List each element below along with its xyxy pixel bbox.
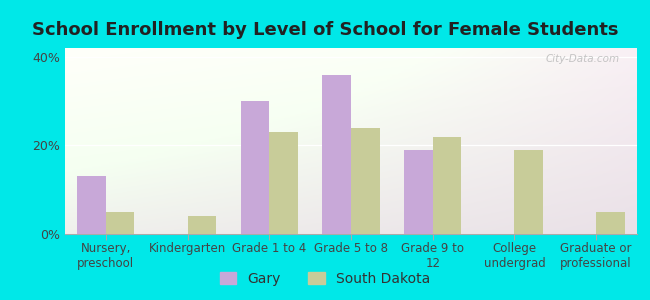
Bar: [188, 216, 216, 234]
Bar: [514, 150, 543, 234]
Bar: [433, 136, 462, 234]
Bar: [269, 132, 298, 234]
Text: School Enrollment by Level of School for Female Students: School Enrollment by Level of School for…: [32, 21, 618, 39]
Legend: Gary, South Dakota: Gary, South Dakota: [215, 268, 435, 290]
Text: City-Data.com: City-Data.com: [546, 54, 620, 64]
Bar: [106, 212, 135, 234]
Bar: [240, 101, 269, 234]
Bar: [404, 150, 433, 234]
Bar: [351, 128, 380, 234]
Bar: [77, 176, 106, 234]
Bar: [596, 212, 625, 234]
Bar: [322, 75, 351, 234]
